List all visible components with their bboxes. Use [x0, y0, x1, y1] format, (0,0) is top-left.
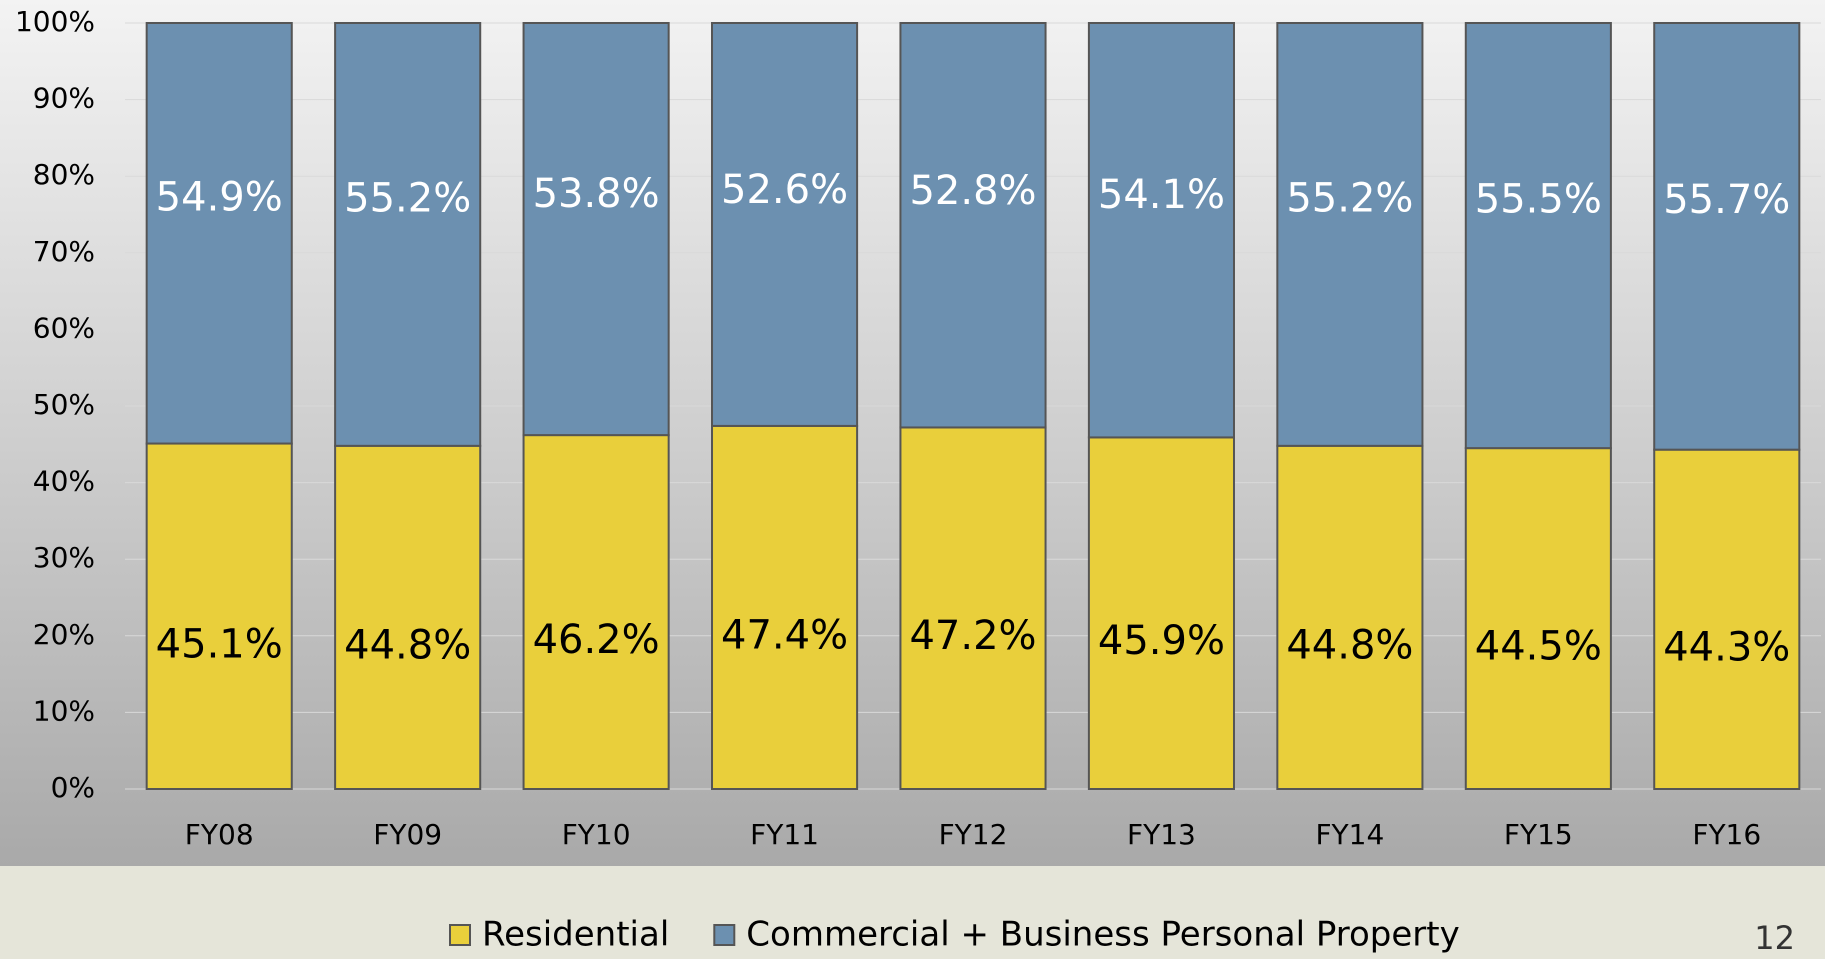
x-tick-label: FY15	[1504, 818, 1573, 851]
bar-segment	[1277, 23, 1422, 446]
value-label: 45.1%	[156, 621, 283, 667]
y-tick-label: 60%	[33, 311, 95, 344]
y-tick-label: 10%	[33, 694, 95, 727]
value-label: 53.8%	[533, 171, 660, 217]
bar-segment	[1089, 437, 1234, 789]
bar-segment	[900, 23, 1045, 427]
bar-segment	[1277, 446, 1422, 789]
x-tick-label: FY11	[750, 818, 819, 851]
bar-segment	[147, 444, 292, 789]
value-label: 45.9%	[1098, 618, 1225, 664]
y-tick-label: 90%	[33, 82, 95, 115]
x-tick-label: FY16	[1692, 818, 1761, 851]
bar-segment	[1654, 23, 1799, 450]
bar-segment	[900, 427, 1045, 789]
bar-segment	[147, 23, 292, 444]
value-label: 44.8%	[1286, 622, 1413, 668]
y-tick-label: 70%	[33, 235, 95, 268]
bar-segment	[1654, 450, 1799, 789]
bar-segment	[335, 23, 480, 446]
x-tick-label: FY12	[939, 818, 1008, 851]
x-tick-label: FY14	[1315, 818, 1384, 851]
page-number: 12	[1754, 919, 1795, 957]
legend-swatch	[450, 925, 470, 945]
y-tick-label: 40%	[33, 465, 95, 498]
value-label: 55.7%	[1663, 177, 1790, 223]
value-label: 44.5%	[1475, 624, 1602, 670]
value-label: 44.8%	[344, 622, 471, 668]
bar-segment	[1089, 23, 1234, 437]
legend-label: Commercial + Business Personal Property	[746, 915, 1459, 955]
value-label: 44.3%	[1663, 624, 1790, 670]
value-label: 55.2%	[1286, 176, 1413, 222]
x-tick-label: FY09	[373, 818, 442, 851]
value-label: 47.4%	[721, 612, 848, 658]
value-label: 52.6%	[721, 167, 848, 213]
value-label: 52.8%	[909, 168, 1036, 214]
bar-segment	[524, 435, 669, 789]
slide: 12 0% 10% 20% 30% 40% 50% 60% 70% 80% 90% 100% 45.1…	[0, 0, 1825, 959]
value-label: 47.2%	[909, 613, 1036, 659]
y-tick-label: 100%	[15, 5, 95, 38]
bar-segment	[1466, 23, 1611, 448]
x-tick-label: FY08	[185, 818, 254, 851]
y-tick-label: 80%	[33, 158, 95, 191]
value-label: 54.1%	[1098, 172, 1225, 218]
y-tick-label: 0%	[51, 771, 95, 804]
bar-segment	[335, 446, 480, 789]
x-tick-label: FY13	[1127, 818, 1196, 851]
bar-segment	[1466, 448, 1611, 789]
y-tick-label: 20%	[33, 618, 95, 651]
bar-segment	[712, 23, 857, 426]
x-tick-label: FY10	[562, 818, 631, 851]
legend-label: Residential	[482, 915, 669, 955]
bar-segment	[524, 23, 669, 435]
value-label: 55.5%	[1475, 177, 1602, 223]
y-tick-label: 50%	[33, 388, 95, 421]
value-label: 55.2%	[344, 176, 471, 222]
legend-swatch	[714, 925, 734, 945]
value-label: 54.9%	[156, 175, 283, 221]
value-label: 46.2%	[533, 617, 660, 663]
y-tick-label: 30%	[33, 541, 95, 574]
bar-segment	[712, 426, 857, 789]
